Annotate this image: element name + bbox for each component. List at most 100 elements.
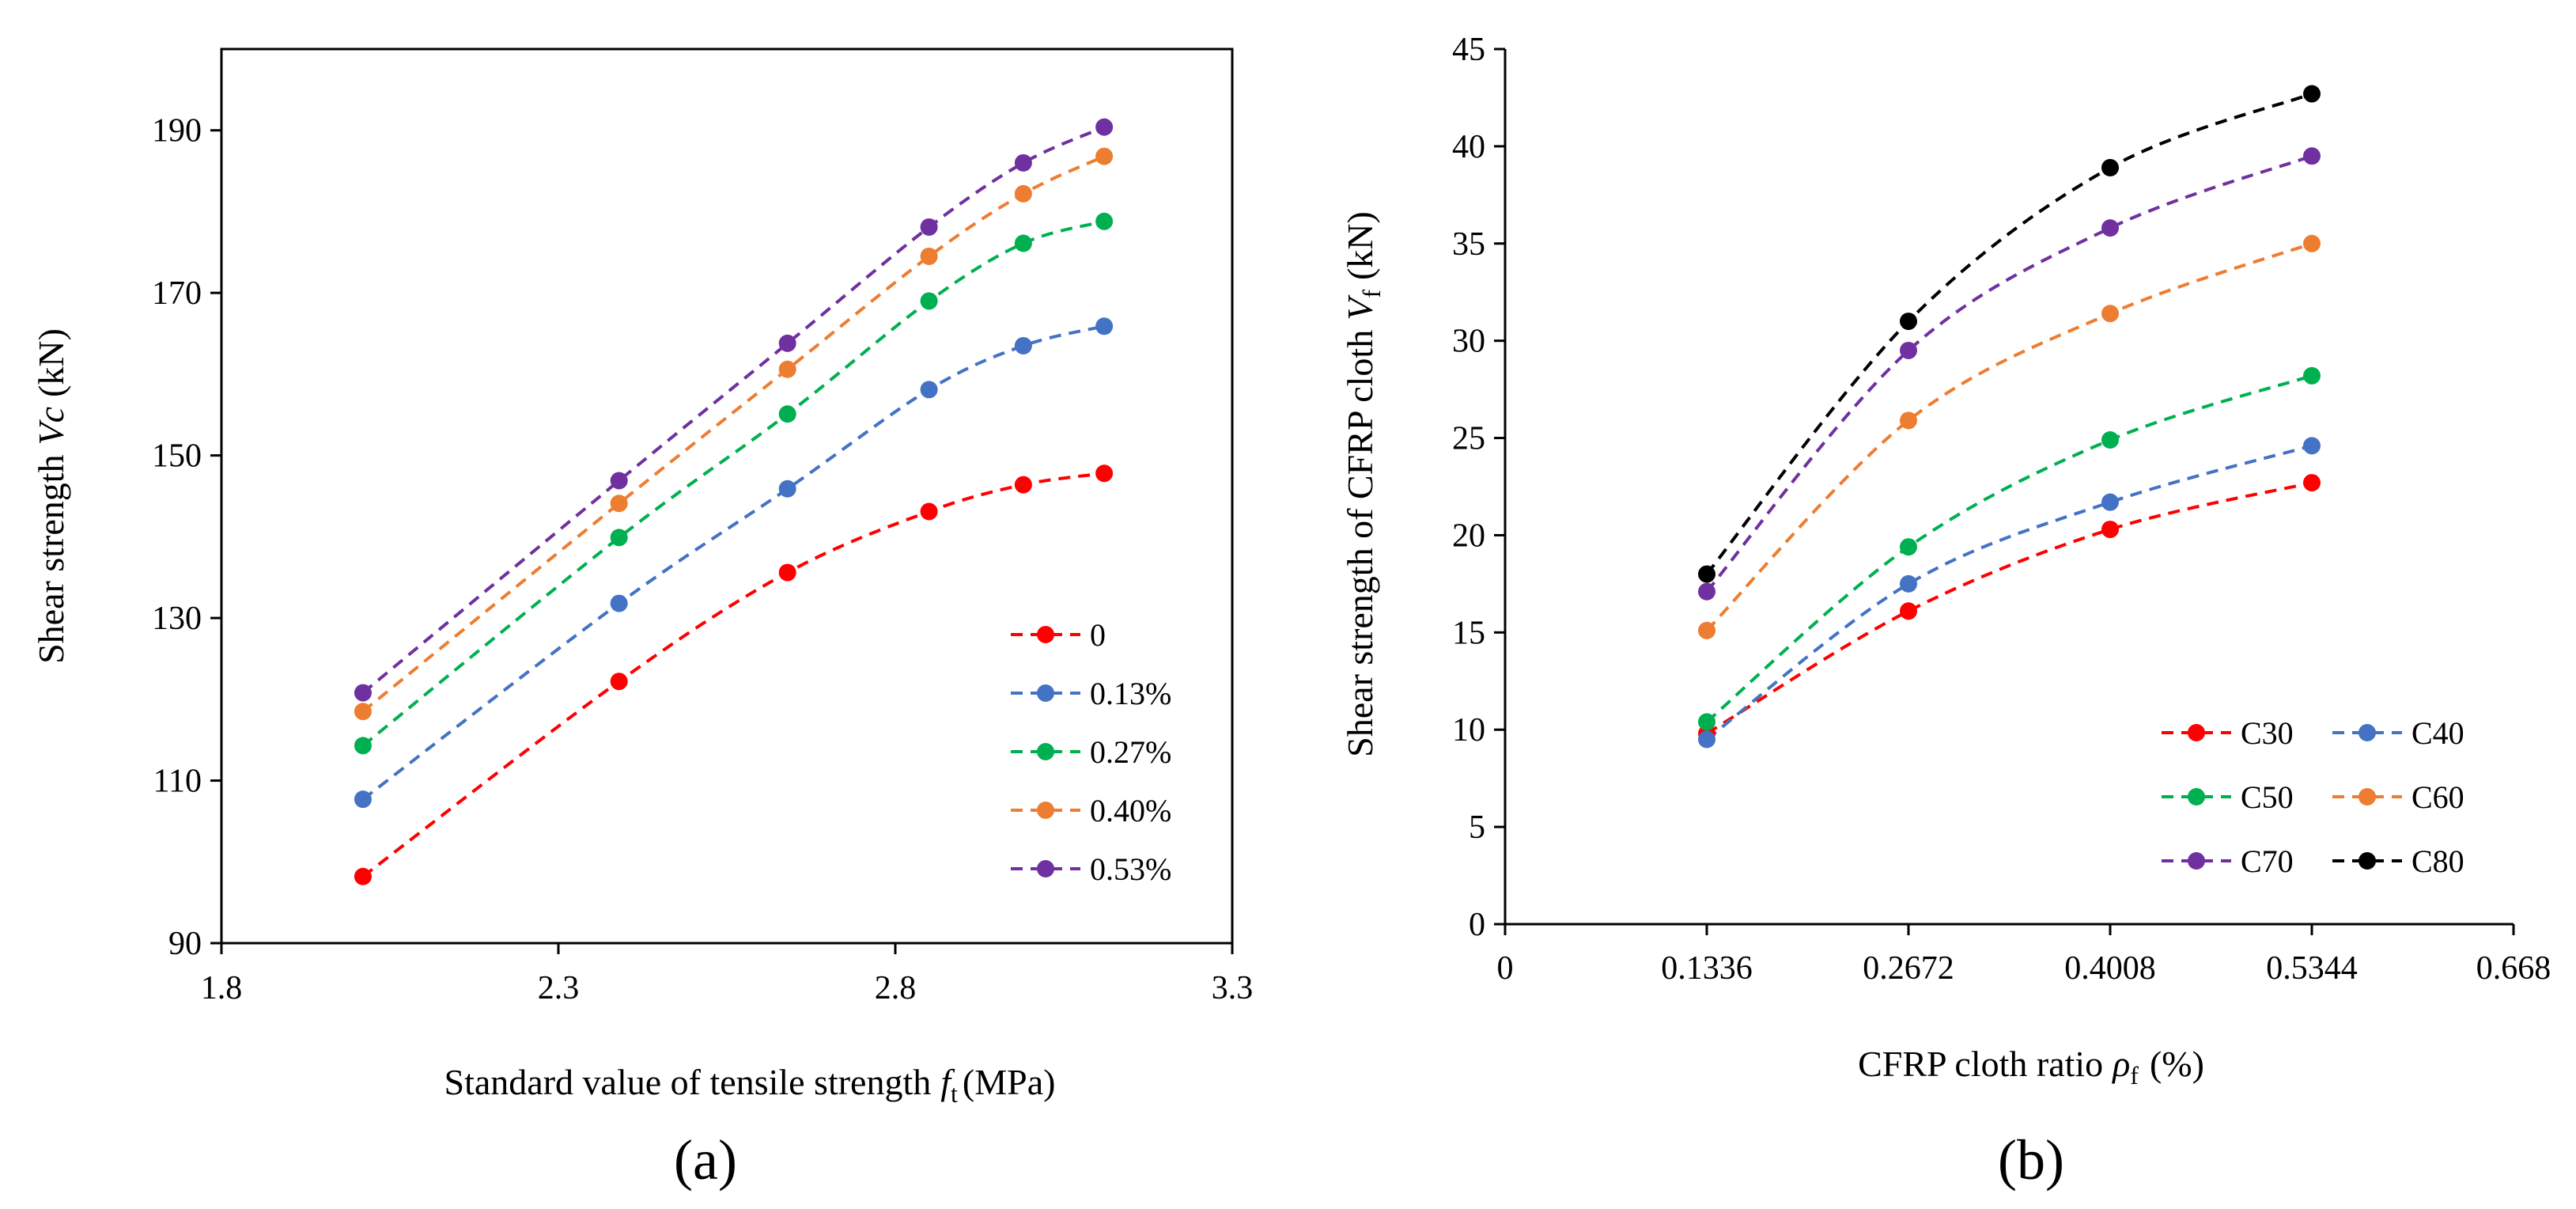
legend-swatch-marker [2188,852,2205,870]
y-tick-label: 150 [152,438,202,475]
data-point [1095,118,1114,136]
legend-a: 0 0.13% 0.27% 0.40% 0.53% [1011,617,1171,887]
data-point [1900,341,1917,359]
data-point [2101,493,2119,511]
y-tick-label: 20 [1452,517,1485,554]
y-tick-label: 170 [152,275,202,312]
data-point [610,472,628,490]
data-point [1900,602,1917,620]
x-tick-label: 0.5344 [2266,950,2358,987]
series-line-C30 [1705,481,2313,735]
series-lines-b [1705,92,2313,741]
legend-b: C30 C40 C50 C60 C70 C80 [2162,715,2464,879]
legend-swatch-marker [1037,684,1054,702]
legend-label: C30 [2241,715,2294,751]
series-line-C70 [1705,154,2313,593]
y-tick-label: 30 [1452,324,1485,360]
data-point [610,529,628,547]
series-line-053 [361,125,1105,695]
x-tick-label: 3.3 [1212,970,1254,1006]
legend-swatch-marker [1037,802,1054,819]
data-point [1900,574,1917,593]
data-point [920,218,938,236]
data-point [2303,474,2321,492]
data-point [1698,582,1715,601]
series-points-a [354,118,1114,885]
data-point [1095,317,1114,335]
legend-label: 0.27% [1090,734,1171,770]
y-tick-label: 35 [1452,226,1485,263]
x-tick-label: 2.3 [538,970,580,1006]
data-point [1014,476,1032,494]
series-line-027 [361,219,1105,747]
legend-swatch-marker [2188,724,2205,741]
legend-label: 0.40% [1090,793,1171,828]
panel-label-b: (b) [1998,1128,2064,1192]
series-line-0 [361,472,1105,878]
legend-label: 0.53% [1090,851,1171,887]
data-point [1698,621,1715,639]
legend-item: 0 [1011,617,1106,653]
data-point [2303,366,2321,385]
y-tick-label: 5 [1469,809,1485,846]
data-point [920,502,938,521]
x-axis-label-a: Standard value of tensile strength ft (MPa… [444,1062,1056,1108]
data-point [2303,234,2321,252]
data-point [778,360,796,378]
legend-item: C70 [2162,843,2294,879]
legend-swatch-marker [2358,724,2376,741]
series-line-C40 [1705,444,2313,741]
series-points-b [1698,85,2321,749]
data-point [2101,305,2119,323]
y-ticks-b: 0 5 10 15 20 25 30 35 40 45 [1452,32,1505,943]
y-axis-label-a: Shear strengthVc(kN) [31,328,71,664]
x-tick-label: 1.8 [201,970,243,1006]
legend-label: C60 [2411,779,2464,815]
y-tick-label: 190 [152,113,202,150]
data-point [2101,521,2119,539]
data-point [610,673,628,691]
data-point [920,247,938,265]
legend-item: C30 [2162,715,2294,751]
series-line-013 [361,324,1105,801]
y-axis-label-b: Shear strength of CFRP clothVf(kN) [1340,211,1386,757]
data-point [1095,212,1114,230]
legend-label: C40 [2411,715,2464,751]
y-tick-label: 130 [152,601,202,637]
legend-swatch-marker [2358,852,2376,870]
series-line-C80 [1705,92,2313,575]
legend-item: 0.27% [1011,734,1171,770]
data-point [2101,219,2119,237]
x-axis-label-b: CFRP cloth ratio ρf (%) [1858,1044,2204,1090]
data-point [778,563,796,582]
data-point [920,292,938,310]
data-point [2101,158,2119,176]
data-point [354,790,372,809]
y-tick-label: 25 [1452,421,1485,457]
legend-swatch-marker [1037,860,1054,877]
x-tick-label: 0 [1497,950,1514,987]
data-point [1095,147,1114,165]
data-point [1014,184,1032,203]
data-point [778,405,796,423]
series-lines-a [361,125,1105,878]
data-point [2303,147,2321,165]
y-tick-label: 45 [1452,32,1485,68]
data-point [778,479,796,498]
series-line-C60 [1705,241,2313,632]
data-point [2303,437,2321,455]
data-point [354,737,372,755]
y-ticks-a: 90 110 130 150 170 190 [152,113,221,962]
legend-label: 0 [1090,617,1106,653]
data-point [1698,713,1715,731]
x-ticks-a: 1.8 2.3 2.8 3.3 [201,943,1254,1006]
data-point [354,684,372,702]
legend-item: 0.13% [1011,676,1171,711]
data-point [1698,565,1715,583]
chart-b: 0 0.1336 0.2672 0.4008 0.5344 0.668 0 5 10 15 20 2… [1340,32,2551,1192]
data-point [1900,313,1917,331]
x-tick-label: 2.8 [875,970,917,1006]
y-tick-label: 0 [1469,907,1485,943]
data-point [1014,336,1032,354]
